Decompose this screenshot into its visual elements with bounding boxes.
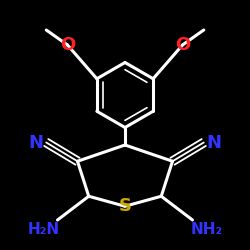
Text: H₂N: H₂N [28,222,60,238]
Text: N: N [206,134,221,152]
Text: S: S [118,197,132,215]
Text: N: N [29,134,44,152]
Text: NH₂: NH₂ [190,222,222,238]
Text: O: O [175,36,190,54]
Text: O: O [60,36,75,54]
